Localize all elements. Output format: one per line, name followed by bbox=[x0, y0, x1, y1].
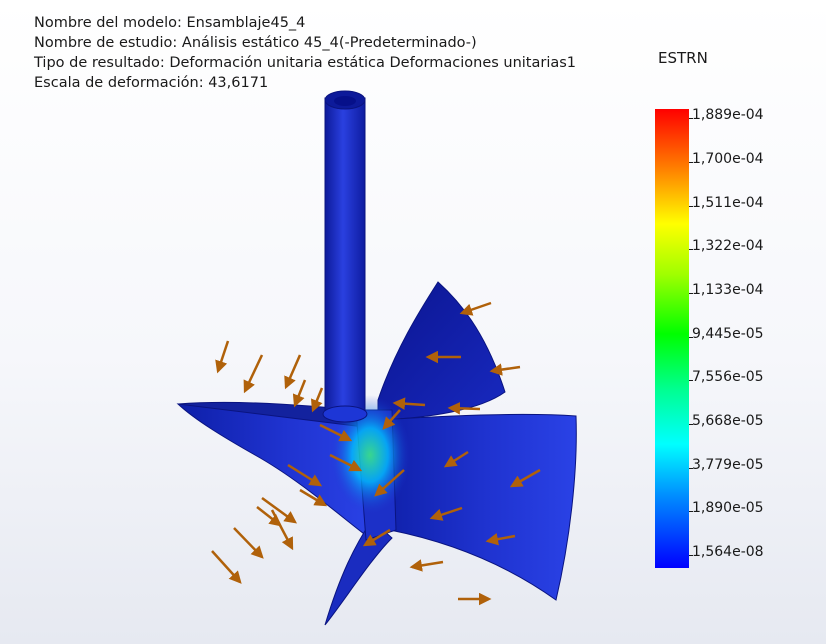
legend-color-bar bbox=[655, 109, 689, 568]
load-arrow bbox=[233, 527, 264, 559]
load-arrow bbox=[362, 528, 391, 547]
load-arrow bbox=[489, 363, 521, 376]
load-arrow bbox=[447, 402, 481, 415]
deformation-scale-text: Escala de deformación: 43,6171 bbox=[34, 75, 269, 91]
legend-title: ESTRN bbox=[658, 49, 708, 67]
load-arrows bbox=[211, 301, 541, 606]
blade-right bbox=[377, 413, 577, 601]
legend-tick: 9,445e-05 bbox=[689, 326, 764, 342]
load-arrow bbox=[270, 509, 294, 551]
legend-tick: 7,556e-05 bbox=[689, 369, 764, 385]
load-arrow bbox=[299, 488, 328, 507]
legend-tick: 1,322e-04 bbox=[689, 238, 764, 254]
legend-tick: 1,564e-08 bbox=[689, 544, 764, 560]
legend-tick: 1,889e-04 bbox=[689, 107, 764, 123]
legend-tick: 5,668e-05 bbox=[689, 413, 764, 429]
load-arrow bbox=[409, 559, 444, 572]
load-arrow bbox=[211, 550, 242, 584]
shaft bbox=[324, 97, 366, 417]
load-arrow bbox=[311, 387, 324, 413]
study-name-text: Nombre de estudio: Análisis estático 45_… bbox=[34, 35, 477, 51]
load-arrow bbox=[261, 496, 298, 524]
load-arrow bbox=[382, 409, 401, 430]
blade-upper-right bbox=[377, 281, 506, 421]
legend-tick: 1,890e-05 bbox=[689, 500, 764, 516]
legend-tick: 1,511e-04 bbox=[689, 195, 764, 211]
result-info-block: Nombre del modelo: Ensamblaje45_4 Nombre… bbox=[34, 13, 576, 93]
shaft-base bbox=[322, 405, 368, 423]
load-arrow bbox=[392, 397, 426, 410]
load-arrow bbox=[485, 533, 516, 546]
load-arrow bbox=[374, 469, 405, 497]
load-arrow bbox=[429, 506, 463, 521]
blade-front-left bbox=[176, 403, 373, 541]
load-arrow bbox=[509, 468, 541, 488]
load-arrow bbox=[459, 301, 492, 316]
legend-tick: 1,133e-04 bbox=[689, 282, 764, 298]
load-arrow bbox=[292, 379, 307, 408]
load-arrow bbox=[319, 423, 353, 442]
legend-tick: 3,779e-05 bbox=[689, 457, 764, 473]
load-arrow bbox=[256, 506, 282, 527]
load-arrow bbox=[329, 453, 363, 472]
load-arrow bbox=[284, 354, 302, 390]
legend-tick: 1,700e-04 bbox=[689, 151, 764, 167]
shaft-bore bbox=[334, 96, 356, 106]
load-arrow bbox=[215, 340, 230, 374]
result-type-text: Tipo de resultado: Deformación unitaria … bbox=[34, 55, 577, 71]
load-arrow bbox=[243, 354, 264, 394]
load-arrow bbox=[443, 450, 469, 468]
model-name-text: Nombre del modelo: Ensamblaje45_4 bbox=[34, 15, 306, 31]
load-arrow bbox=[287, 463, 323, 487]
